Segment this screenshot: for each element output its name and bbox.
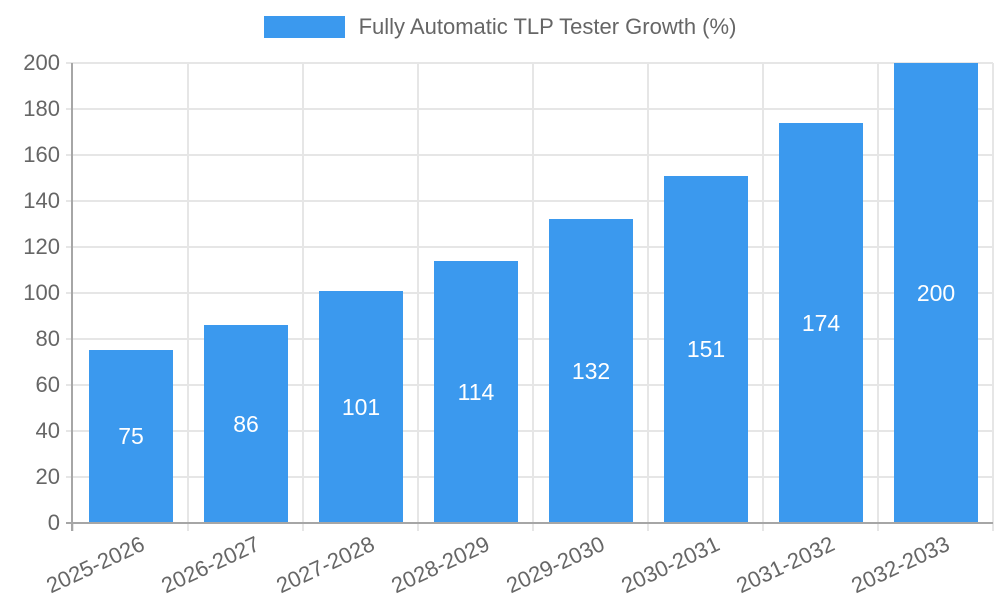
grid-line-y [66, 338, 993, 340]
x-axis-tick-label: 2025-2026 [42, 531, 149, 599]
bar[interactable]: 174 [779, 123, 863, 523]
grid-line-y [66, 154, 993, 156]
bar-value-label: 75 [118, 423, 144, 449]
y-axis-tick-label: 40 [35, 418, 60, 443]
x-axis-tick-mark [532, 523, 534, 531]
x-axis-tick-label: 2030-2031 [617, 531, 724, 599]
bar-value-label: 200 [916, 279, 956, 306]
x-axis-tick-label: 2029-2030 [502, 531, 609, 599]
bar[interactable]: 114 [434, 261, 518, 523]
x-axis-tick-mark [417, 523, 419, 531]
legend-swatch [263, 16, 345, 38]
y-axis-tick-label: 160 [23, 142, 60, 167]
x-axis-tick-label: 2032-2033 [847, 531, 954, 599]
y-axis-tick-label: 80 [35, 326, 60, 351]
x-axis-tick-label: 2026-2027 [157, 531, 264, 599]
grid-line-y [66, 384, 993, 386]
x-axis-tick-mark [762, 523, 764, 531]
bar[interactable]: 101 [319, 291, 403, 523]
y-axis-tick-label: 60 [35, 372, 60, 397]
x-axis-tick-label: 2031-2032 [732, 531, 839, 599]
x-axis-tick-mark [647, 523, 649, 531]
bar[interactable]: 151 [664, 176, 748, 523]
grid-line-x [762, 63, 764, 523]
x-axis-tick-label: 2028-2029 [387, 531, 494, 599]
y-axis-tick-label: 140 [23, 188, 60, 213]
bar[interactable]: 75 [89, 350, 173, 523]
grid-line-x [187, 63, 189, 523]
bar[interactable]: 86 [204, 325, 288, 523]
bar[interactable]: 132 [549, 219, 633, 523]
y-axis-tick-label: 0 [47, 510, 60, 535]
grid-line-x [302, 63, 304, 523]
bar-value-label: 174 [801, 309, 841, 336]
y-axis-tick-label: 180 [23, 96, 60, 121]
grid-line-y [66, 62, 993, 64]
y-axis-tick-label: 200 [23, 50, 60, 75]
bar-value-label: 114 [457, 378, 495, 405]
grid-line-x [647, 63, 649, 523]
grid-line-x [532, 63, 534, 523]
x-axis-tick-mark [877, 523, 879, 531]
bar-value-label: 101 [341, 393, 381, 420]
bar-value-label: 86 [233, 410, 259, 437]
grid-line-x [992, 63, 994, 523]
grid-line-x [417, 63, 419, 523]
bar[interactable]: 200 [894, 63, 978, 523]
legend-label: Fully Automatic TLP Tester Growth (%) [358, 14, 737, 39]
x-axis-tick-label: 2027-2028 [272, 531, 379, 599]
grid-line-y [66, 246, 993, 248]
y-axis-line [71, 63, 73, 531]
y-axis-tick-label: 20 [35, 464, 60, 489]
y-axis-tick-label: 100 [23, 280, 60, 305]
x-axis-line [66, 522, 993, 524]
grid-line-y [66, 108, 993, 110]
grid-line-y [66, 292, 993, 294]
chart-legend-item[interactable]: Fully Automatic TLP Tester Growth (%) [0, 14, 1000, 40]
x-axis-tick-mark [187, 523, 189, 531]
x-axis-tick-mark [992, 523, 994, 531]
x-axis-tick-mark [72, 523, 74, 531]
grid-line-x [877, 63, 879, 523]
grid-line-y [66, 200, 993, 202]
bar-value-label: 132 [571, 357, 611, 384]
y-axis-tick-label: 120 [23, 234, 60, 259]
grid-line-y [66, 476, 993, 478]
grid-line-y [66, 430, 993, 432]
bar-value-label: 151 [686, 336, 726, 362]
x-axis-tick-mark [302, 523, 304, 531]
